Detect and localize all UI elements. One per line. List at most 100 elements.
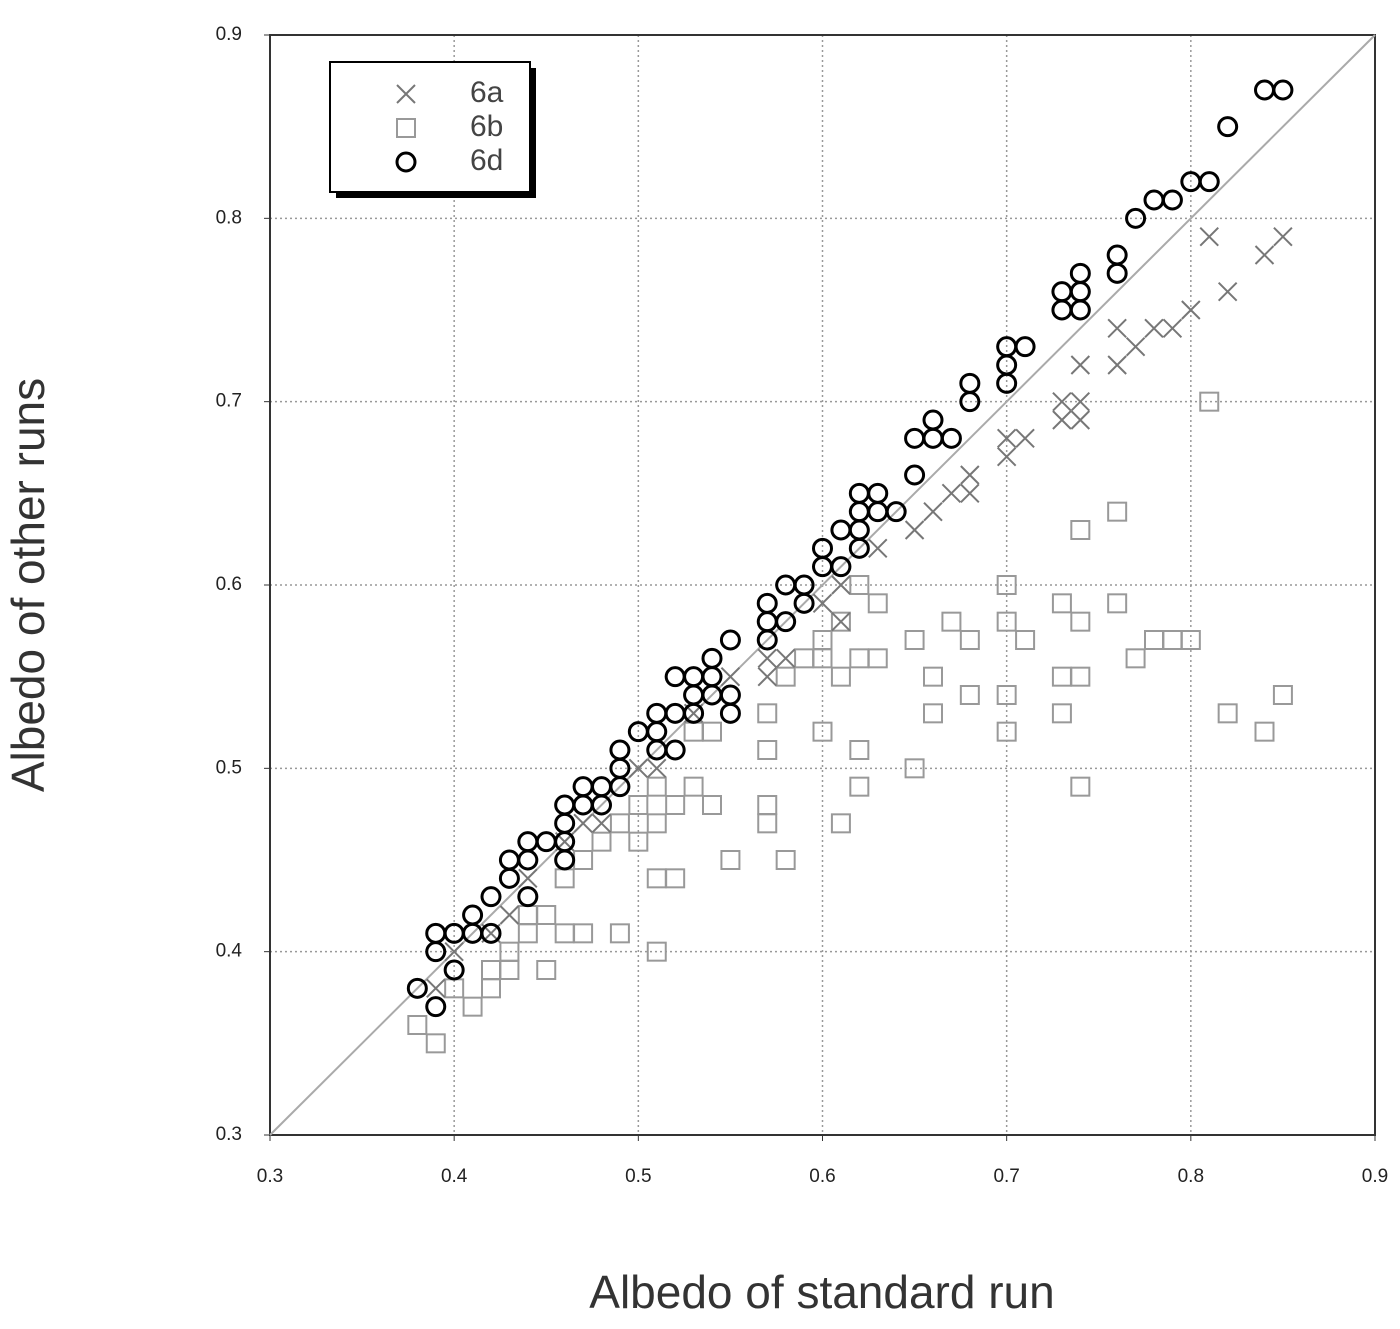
point xyxy=(830,666,851,687)
point xyxy=(1199,226,1219,247)
point xyxy=(462,904,484,926)
point xyxy=(1125,207,1147,229)
point xyxy=(868,538,888,559)
point xyxy=(1070,355,1091,375)
point xyxy=(1070,776,1091,797)
point xyxy=(848,537,870,559)
point xyxy=(904,630,925,650)
point xyxy=(849,776,870,797)
point xyxy=(1069,299,1091,321)
point xyxy=(812,630,833,650)
point xyxy=(517,849,539,871)
x-axis-title: Albedo of standard run xyxy=(589,1266,1054,1318)
point xyxy=(702,795,722,815)
point xyxy=(462,996,483,1017)
point xyxy=(1070,611,1091,632)
point xyxy=(1051,703,1072,724)
point xyxy=(647,758,667,779)
y-tick-label: 0.4 xyxy=(216,941,243,962)
point xyxy=(719,629,741,651)
point xyxy=(923,666,943,687)
point xyxy=(425,996,447,1018)
point xyxy=(1106,262,1128,284)
point xyxy=(1199,391,1220,412)
point xyxy=(1052,410,1072,430)
point xyxy=(1181,300,1201,320)
point xyxy=(646,941,667,962)
point xyxy=(923,501,943,522)
point xyxy=(867,593,888,614)
point xyxy=(628,831,649,852)
point xyxy=(1070,410,1091,430)
point xyxy=(996,721,1017,742)
point xyxy=(1014,336,1036,358)
point xyxy=(628,758,649,779)
point xyxy=(757,648,777,669)
point xyxy=(573,923,594,944)
point xyxy=(831,575,851,595)
point xyxy=(426,978,446,999)
point xyxy=(757,666,777,687)
point xyxy=(1125,336,1146,357)
point xyxy=(591,813,612,834)
point xyxy=(923,703,943,724)
legend-marker xyxy=(396,84,416,104)
legend-label: 6d xyxy=(470,144,503,177)
y-tick-label: 0.8 xyxy=(216,207,242,228)
x-tick-label: 0.6 xyxy=(809,1166,835,1187)
point xyxy=(1217,703,1238,724)
point xyxy=(536,960,557,980)
y-tick-label: 0.7 xyxy=(216,391,242,412)
point xyxy=(996,611,1017,632)
point xyxy=(443,959,465,981)
point xyxy=(904,758,925,779)
point xyxy=(683,702,705,724)
point xyxy=(775,611,797,633)
point xyxy=(720,666,741,687)
point xyxy=(720,850,741,870)
point xyxy=(849,575,870,595)
point xyxy=(996,575,1017,595)
legend-label: 6a xyxy=(470,76,504,109)
point xyxy=(1070,391,1091,412)
x-tick-label: 0.4 xyxy=(441,1166,468,1187)
point xyxy=(683,776,704,797)
x-tick-label: 0.3 xyxy=(257,1166,283,1187)
point xyxy=(959,630,980,650)
point xyxy=(1107,501,1128,522)
point xyxy=(830,813,851,834)
point xyxy=(480,922,502,944)
point xyxy=(996,685,1017,705)
point xyxy=(812,593,833,614)
point xyxy=(1107,318,1127,339)
y-tick-label: 0.9 xyxy=(216,24,242,45)
point xyxy=(941,483,962,504)
point xyxy=(1051,593,1072,614)
point xyxy=(425,1033,446,1054)
point xyxy=(1162,318,1183,339)
point xyxy=(756,629,778,651)
x-tick-label: 0.9 xyxy=(1362,1166,1388,1187)
point xyxy=(1161,189,1183,211)
x-tick-label: 0.7 xyxy=(993,1166,1019,1187)
point xyxy=(1015,428,1035,449)
point xyxy=(702,721,722,742)
y-tick-label: 0.6 xyxy=(216,574,242,595)
point xyxy=(1125,648,1146,669)
point xyxy=(1107,355,1127,375)
point xyxy=(609,813,630,834)
point xyxy=(591,794,612,816)
point xyxy=(609,923,630,944)
point xyxy=(960,465,980,485)
point xyxy=(480,886,502,908)
point xyxy=(830,556,852,578)
y-tick-label: 0.5 xyxy=(216,757,242,778)
point xyxy=(831,611,851,632)
point xyxy=(499,905,520,925)
point xyxy=(536,905,557,925)
point xyxy=(1217,116,1239,138)
point xyxy=(830,611,851,632)
point xyxy=(1272,79,1294,101)
point xyxy=(996,428,1017,449)
